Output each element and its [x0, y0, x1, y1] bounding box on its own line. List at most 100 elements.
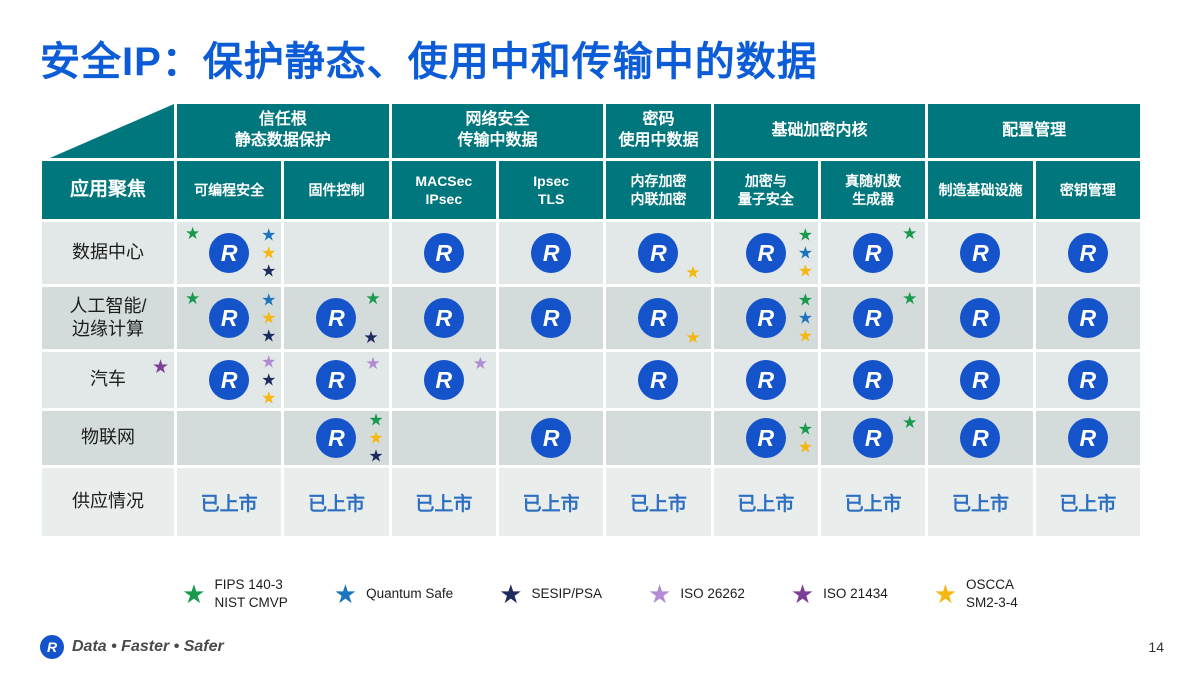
rambus-logo-icon: R	[1067, 233, 1108, 273]
legend-label: Quantum Safe	[366, 585, 454, 601]
rambus-logo-icon: R	[745, 418, 786, 458]
legend-label: ISO 21434	[823, 585, 888, 601]
matrix-cell: R ★ ★ ★	[713, 287, 818, 349]
rambus-logo-icon: R	[960, 233, 1001, 273]
matrix-cell: R ★ ★ ★	[177, 352, 282, 408]
matrix-cell: R	[1035, 411, 1140, 465]
app-focus-header: 应用聚焦	[42, 161, 174, 219]
matrix-cell: R	[713, 352, 818, 408]
column-header: 固件控制	[284, 161, 389, 219]
legend-label: ISO 26262	[680, 585, 745, 601]
rambus-logo-icon: R	[1067, 298, 1108, 338]
availability-row-label-text: 供应情况	[72, 491, 144, 512]
legend-item: ★ ISO 26262	[648, 581, 745, 607]
legend-star-dark-purple: ★	[790, 578, 815, 609]
rambus-logo-icon: R	[638, 298, 679, 338]
matrix-cell: R ★ ★ ★ ★	[177, 287, 282, 349]
availability-value: 已上市	[284, 468, 389, 536]
star-icon-yellow: ★	[685, 263, 701, 282]
rambus-logo-icon: R	[960, 418, 1001, 458]
star-icon-green: ★	[185, 224, 201, 243]
column-header: MACSec IPsec	[391, 161, 496, 219]
security-ip-matrix-table: 信任根 静态数据保护 网络安全 传输中数据 密码 使用中数据 基础加密内核 配置管理 应用…	[42, 104, 1140, 536]
matrix-cell: R	[1035, 352, 1140, 408]
column-header: Ipsec TLS	[499, 161, 604, 219]
rambus-logo-icon: R	[423, 360, 464, 400]
legend-item: ★ OSCCA SM2-3-4	[934, 576, 1018, 611]
rambus-logo-icon: R	[960, 298, 1001, 338]
star-icon-green: ★	[902, 413, 918, 432]
row-label: 数据中心	[42, 222, 174, 284]
star-icon-green: ★	[902, 289, 918, 308]
star-icon-green: ★	[797, 225, 813, 245]
rambus-logo-icon: R	[423, 298, 464, 338]
rambus-logo-icon: R	[1067, 418, 1108, 458]
rambus-logo-icon: R	[531, 298, 572, 338]
page-number: 14	[1148, 639, 1164, 655]
group-header: 基础加密内核	[713, 104, 926, 158]
legend-item: ★ Quantum Safe	[334, 581, 453, 607]
matrix-cell: R	[928, 352, 1033, 408]
matrix-cell: R	[1035, 222, 1140, 284]
matrix-cell	[606, 411, 711, 465]
legend-item: ★ ISO 21434	[791, 581, 888, 607]
rambus-logo-icon: R	[40, 635, 64, 659]
brand-tagline: Data • Faster • Safer	[72, 638, 224, 655]
star-icon-green: ★	[185, 289, 201, 308]
matrix-cell: R	[499, 287, 604, 349]
legend-item: ★ SESIP/PSA	[499, 581, 602, 607]
matrix-cell: R	[928, 222, 1033, 284]
matrix-cell: R ★ ★	[284, 287, 389, 349]
legend-star-light-purple: ★	[648, 578, 672, 609]
footer: R Data • Faster • Safer 14	[40, 635, 1164, 659]
star-stack: ★ ★ ★	[261, 354, 276, 407]
legend-star-blue: ★	[333, 578, 358, 609]
row-label-text: 数据中心	[72, 242, 144, 263]
matrix-cell: R ★ ★ ★ ★	[177, 222, 282, 284]
legend: ★ FIPS 140-3 NIST CMVP ★ Quantum Safe ★ SESIP…	[40, 576, 1160, 611]
star-icon-blue: ★	[261, 290, 277, 310]
star-stack: ★ ★ ★	[798, 227, 813, 280]
row-label: 物联网	[42, 411, 174, 465]
availability-value: 已上市	[391, 468, 496, 536]
column-header: 可编程安全	[177, 161, 282, 219]
legend-item: ★ FIPS 140-3 NIST CMVP	[182, 576, 288, 611]
star-icon-light-purple: ★	[365, 354, 381, 373]
rambus-logo-icon: R	[745, 360, 786, 400]
availability-value: 已上市	[177, 468, 282, 536]
availability-value: 已上市	[821, 468, 926, 536]
availability-value: 已上市	[499, 468, 604, 536]
rambus-logo-icon: R	[960, 360, 1001, 400]
star-icon-yellow: ★	[261, 388, 277, 408]
availability-value: 已上市	[1035, 468, 1140, 536]
star-icon-yellow: ★	[685, 328, 701, 347]
availability-value: 已上市	[713, 468, 818, 536]
row-label-text: 人工智能/ 边缘计算	[69, 295, 147, 339]
column-header: 内存加密 内联加密	[606, 161, 711, 219]
star-icon-yellow: ★	[261, 308, 277, 328]
rambus-logo-icon: R	[853, 298, 894, 338]
rambus-logo-icon: R	[638, 360, 679, 400]
matrix-cell: R ★	[821, 222, 926, 284]
matrix-cell: R ★	[391, 352, 496, 408]
rambus-logo-icon: R	[316, 360, 357, 400]
availability-row-label: 供应情况	[42, 468, 174, 536]
legend-star-yellow: ★	[933, 578, 958, 609]
star-icon-dark-purple: ★	[151, 357, 169, 378]
table-corner-decoration	[49, 104, 174, 158]
star-stack: ★ ★ ★	[261, 292, 276, 345]
star-icon-green: ★	[902, 224, 918, 243]
star-icon-green: ★	[797, 290, 813, 310]
star-icon-green: ★	[368, 410, 384, 430]
star-icon-navy: ★	[261, 370, 277, 390]
rambus-logo-icon: R	[1067, 360, 1108, 400]
rambus-logo-icon: R	[853, 418, 894, 458]
star-icon-blue: ★	[797, 243, 813, 263]
rambus-logo-icon: R	[423, 233, 464, 273]
matrix-cell: R ★	[606, 222, 711, 284]
legend-star-green: ★	[182, 578, 206, 609]
rambus-logo-icon: R	[531, 233, 572, 273]
matrix-cell: R ★	[284, 352, 389, 408]
matrix-cell: R	[606, 352, 711, 408]
star-icon-blue: ★	[797, 308, 813, 328]
